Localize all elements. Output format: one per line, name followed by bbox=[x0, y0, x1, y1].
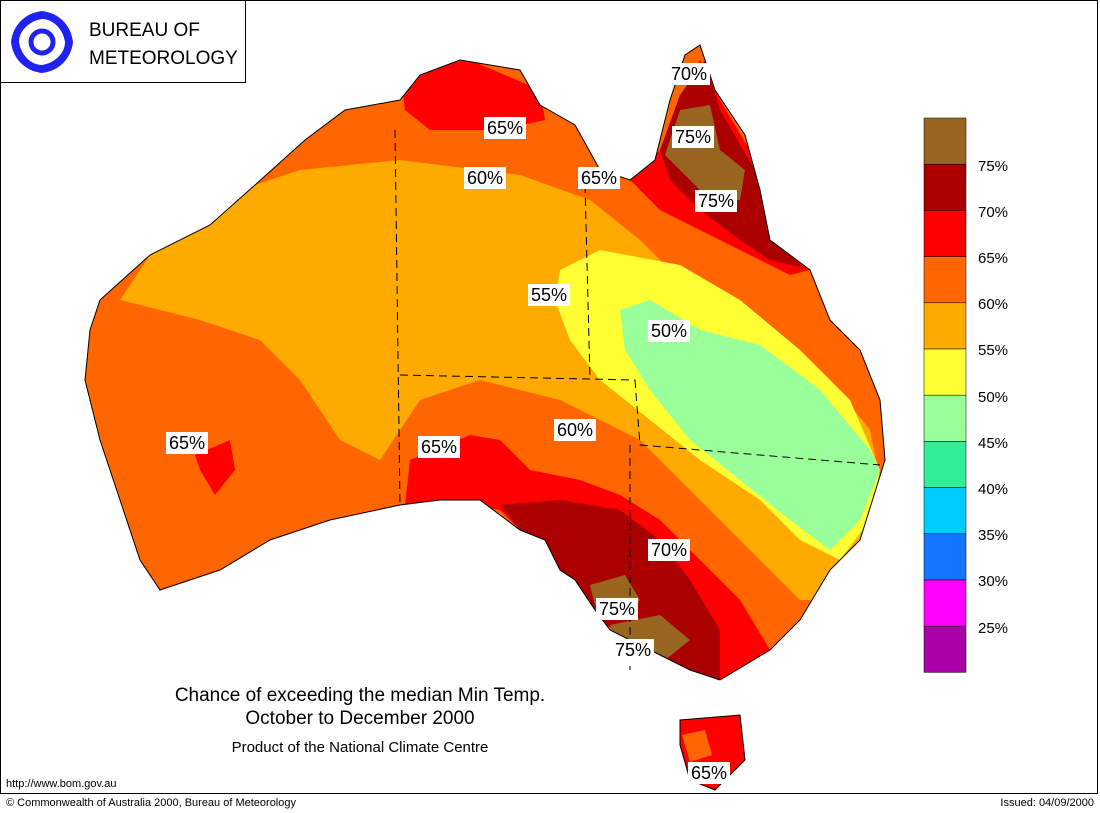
map-label: 65% bbox=[578, 167, 621, 189]
map-label: 65% bbox=[418, 436, 461, 458]
coastline bbox=[84, 44, 886, 681]
map-product-note: Product of the National Climate Centre bbox=[231, 739, 489, 756]
legend-label: 70% bbox=[978, 204, 1009, 221]
legend-swatch bbox=[923, 533, 967, 581]
map-label: 50% bbox=[648, 320, 691, 342]
zone-tas-60 bbox=[682, 730, 712, 762]
state-borders bbox=[394, 129, 881, 670]
map-label: 65% bbox=[484, 117, 527, 139]
map-frame bbox=[0, 0, 1098, 794]
map-label: 65% bbox=[166, 432, 209, 454]
legend-swatch bbox=[923, 625, 967, 673]
legend-label: 55% bbox=[978, 342, 1009, 359]
legend-swatch bbox=[923, 441, 967, 488]
bom-logo-box: BUREAU OF METEOROLOGY bbox=[0, 0, 246, 83]
map-label: 75% bbox=[612, 639, 655, 661]
swirl-logo-icon bbox=[11, 11, 73, 73]
legend-label: 40% bbox=[978, 481, 1009, 498]
tasmania-outline bbox=[679, 714, 746, 791]
map-label: 55% bbox=[528, 284, 571, 306]
map-label: 60% bbox=[554, 419, 597, 441]
map-title: Chance of exceeding the median Min Temp. bbox=[174, 685, 546, 706]
legend-swatch bbox=[923, 579, 967, 627]
zone-55 bbox=[120, 160, 880, 600]
legend-label: 25% bbox=[978, 620, 1009, 637]
website-url[interactable]: http://www.bom.gov.au bbox=[6, 778, 117, 790]
bom-logo-text: BUREAU OF METEOROLOGY bbox=[89, 17, 238, 73]
issued-date: Issued: 04/09/2000 bbox=[1000, 797, 1094, 809]
map-label: 60% bbox=[464, 167, 507, 189]
legend-swatch bbox=[923, 487, 967, 535]
zone-45 bbox=[620, 300, 880, 550]
logo-line-1: BUREAU OF bbox=[89, 20, 200, 41]
legend-swatch bbox=[923, 302, 967, 350]
legend-label: 75% bbox=[978, 158, 1009, 175]
legend-swatch bbox=[923, 210, 967, 257]
map-label: 75% bbox=[672, 126, 715, 148]
legend-swatch bbox=[923, 394, 967, 442]
legend-swatch bbox=[923, 348, 967, 396]
legend-label: 35% bbox=[978, 527, 1009, 544]
legend-label: 45% bbox=[978, 435, 1009, 452]
zone-nt-65 bbox=[400, 60, 545, 130]
map-label: 75% bbox=[596, 598, 639, 620]
map-label: 75% bbox=[695, 190, 738, 212]
map-label: 70% bbox=[648, 539, 691, 561]
legend-swatch bbox=[923, 256, 967, 304]
legend-swatch bbox=[923, 117, 967, 165]
legend-color-scale bbox=[923, 117, 967, 673]
map-label: 70% bbox=[668, 63, 711, 85]
copyright-notice: © Commonwealth of Australia 2000, Bureau… bbox=[6, 797, 296, 809]
map-label: 65% bbox=[688, 762, 731, 784]
legend-swatch bbox=[923, 163, 967, 211]
logo-line-2: METEOROLOGY bbox=[89, 48, 238, 69]
map-period: October to December 2000 bbox=[245, 708, 475, 729]
legend-label: 65% bbox=[978, 250, 1009, 267]
legend-label: 60% bbox=[978, 296, 1009, 313]
legend-label: 30% bbox=[978, 573, 1009, 590]
legend-label: 50% bbox=[978, 389, 1009, 406]
